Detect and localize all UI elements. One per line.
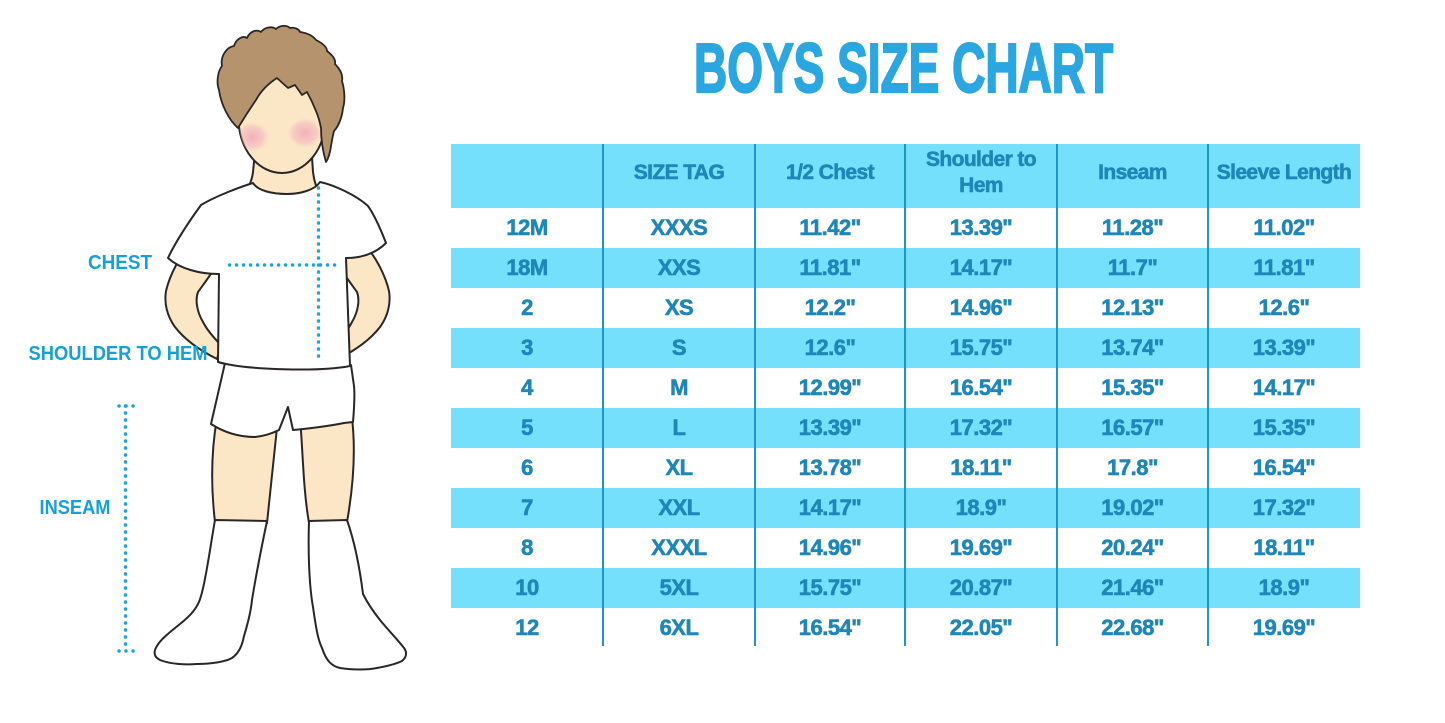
svg-text:CHEST: CHEST — [88, 252, 152, 274]
svg-text:SHOULDER TO HEM: SHOULDER TO HEM — [29, 343, 208, 365]
svg-text:INSEAM: INSEAM — [40, 497, 111, 519]
